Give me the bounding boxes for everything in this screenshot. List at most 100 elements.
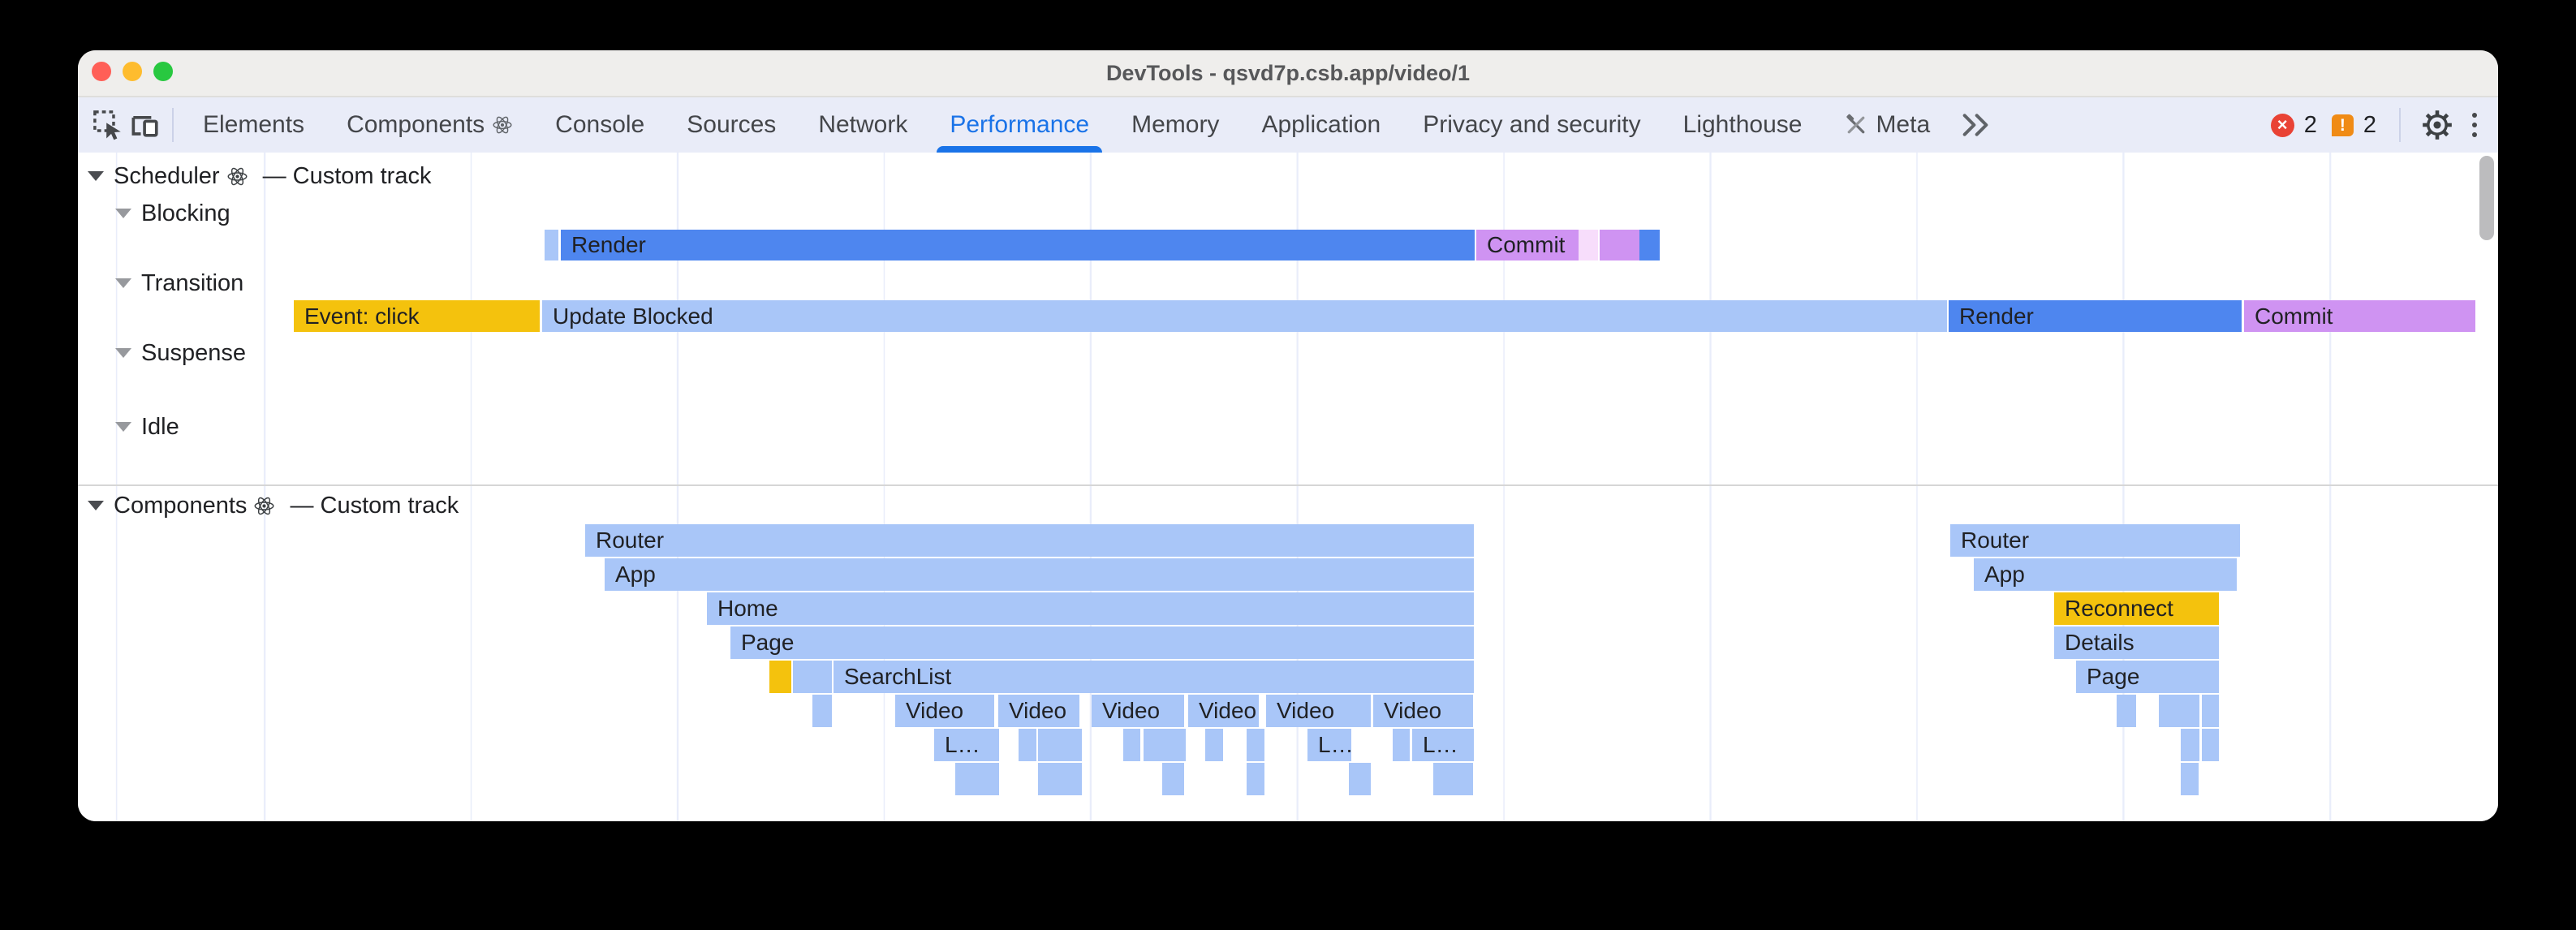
devtools-window: DevTools - qsvd7p.csb.app/video/1 Elemen…	[78, 50, 2498, 821]
bar-l-[interactable]: L…	[1307, 729, 1351, 761]
flame-bar[interactable]	[2181, 763, 2199, 795]
flame-bar[interactable]	[2202, 729, 2219, 761]
bar-l-[interactable]: L…	[934, 729, 999, 761]
bar-video[interactable]: Video	[1188, 695, 1259, 727]
flame-bar[interactable]	[2202, 695, 2219, 727]
bar-update-blocked[interactable]: Update Blocked	[542, 300, 1947, 332]
flame-bar[interactable]	[812, 695, 832, 727]
flame-bar[interactable]	[545, 230, 558, 260]
tab-elements[interactable]: Elements	[182, 97, 325, 153]
gear-icon	[2423, 110, 2452, 140]
more-options-button[interactable]	[2466, 113, 2483, 137]
bar-app[interactable]: App	[1974, 558, 2237, 591]
react-atom-icon	[227, 167, 248, 185]
error-badge-icon[interactable]: ×	[2270, 113, 2294, 137]
bar-render[interactable]: Render	[561, 230, 1475, 260]
flame-bar[interactable]	[769, 661, 791, 693]
components-track-header[interactable]: Components — Custom track	[88, 490, 459, 521]
lane-suspense[interactable]: Suspense	[115, 338, 246, 368]
bar-commit[interactable]: Commit	[1476, 230, 1579, 260]
lane-idle[interactable]: Idle	[115, 411, 179, 442]
devtools-toolbar: Elements Components Console Sources Network P…	[78, 97, 2498, 153]
tab-label: Console	[555, 111, 645, 138]
flame-bar[interactable]	[1247, 729, 1264, 761]
vertical-scrollbar-thumb[interactable]	[2479, 156, 2494, 240]
flame-bar[interactable]	[1247, 763, 1264, 795]
title-bar: DevTools - qsvd7p.csb.app/video/1	[78, 50, 2498, 97]
minimize-window-button[interactable]	[123, 62, 142, 81]
lane-transition[interactable]: Transition	[115, 268, 243, 299]
bar-video[interactable]: Video	[1373, 695, 1473, 727]
close-window-button[interactable]	[92, 62, 111, 81]
tab-console[interactable]: Console	[534, 97, 666, 153]
bar-commit[interactable]: Commit	[2244, 300, 2475, 332]
flame-bar[interactable]	[1144, 729, 1186, 761]
inspect-element-button[interactable]	[89, 106, 127, 144]
bar-home[interactable]: Home	[707, 592, 1474, 625]
flame-bar[interactable]	[793, 661, 832, 693]
tab-privacy-and-security[interactable]: Privacy and security	[1402, 97, 1661, 153]
tab-label: Elements	[203, 111, 305, 138]
collapse-triangle-icon[interactable]	[88, 171, 104, 181]
tab-memory[interactable]: Memory	[1110, 97, 1240, 153]
tab-lighthouse[interactable]: Lighthouse	[1662, 97, 1824, 153]
zoom-window-button[interactable]	[153, 62, 173, 81]
warning-count[interactable]: 2	[2363, 111, 2376, 138]
settings-button[interactable]	[2419, 106, 2456, 144]
flame-bar[interactable]	[1162, 763, 1184, 795]
flame-bar[interactable]	[1349, 763, 1371, 795]
flame-bar[interactable]	[2117, 695, 2136, 727]
flame-bar[interactable]	[1038, 763, 1082, 795]
bar-video[interactable]: Video	[998, 695, 1079, 727]
bar-video[interactable]: Video	[895, 695, 994, 727]
bar-page[interactable]: Page	[730, 626, 1474, 659]
flame-bar[interactable]	[1038, 729, 1082, 761]
flame-bar[interactable]	[2181, 729, 2199, 761]
collapse-triangle-icon[interactable]	[115, 278, 131, 288]
bar-searchlist[interactable]: SearchList	[834, 661, 1474, 693]
flame-bar[interactable]	[1019, 729, 1036, 761]
lane-label: Blocking	[141, 200, 230, 226]
flame-bar[interactable]	[1123, 729, 1140, 761]
collapse-triangle-icon[interactable]	[115, 422, 131, 432]
tab-label: Sources	[687, 111, 777, 138]
lane-blocking[interactable]: Blocking	[115, 198, 230, 229]
device-toolbar-button[interactable]	[127, 106, 164, 144]
tab-meta[interactable]: Meta	[1823, 97, 1951, 153]
device-toolbar-icon	[131, 116, 158, 137]
flame-bar[interactable]	[1600, 230, 1639, 260]
warning-badge-icon[interactable]: !	[2331, 114, 2354, 136]
flame-bar[interactable]	[2159, 695, 2199, 727]
flame-bar[interactable]	[955, 763, 999, 795]
tab-application[interactable]: Application	[1240, 97, 1402, 153]
bar-reconnect[interactable]: Reconnect	[2054, 592, 2219, 625]
bar-page[interactable]: Page	[2076, 661, 2219, 693]
tab-components[interactable]: Components	[325, 97, 534, 153]
flame-bar[interactable]	[1639, 230, 1660, 260]
bar-app[interactable]: App	[605, 558, 1474, 591]
bar-video[interactable]: Video	[1266, 695, 1371, 727]
tab-performance[interactable]: Performance	[928, 97, 1110, 153]
collapse-triangle-icon[interactable]	[115, 348, 131, 358]
bar-router[interactable]: Router	[1950, 524, 2240, 557]
flame-bar[interactable]	[1393, 729, 1410, 761]
more-tabs-button[interactable]	[1959, 111, 1992, 139]
tools-icon	[1846, 114, 1865, 134]
error-count[interactable]: 2	[2303, 111, 2317, 138]
tab-label: Lighthouse	[1682, 111, 1803, 138]
collapse-triangle-icon[interactable]	[88, 501, 104, 510]
flame-bar[interactable]	[1433, 763, 1473, 795]
bar-l-[interactable]: L…	[1412, 729, 1474, 761]
bar-router[interactable]: Router	[585, 524, 1474, 557]
bar-event-click[interactable]: Event: click	[294, 300, 540, 332]
collapse-triangle-icon[interactable]	[115, 209, 131, 218]
tab-network[interactable]: Network	[797, 97, 928, 153]
bar-render[interactable]: Render	[1949, 300, 2242, 332]
tab-label: Application	[1261, 111, 1381, 138]
flame-bar[interactable]	[1579, 230, 1598, 260]
bar-video[interactable]: Video	[1092, 695, 1184, 727]
bar-details[interactable]: Details	[2054, 626, 2219, 659]
scheduler-track-header[interactable]: Scheduler — Custom track	[88, 161, 431, 192]
tab-sources[interactable]: Sources	[666, 97, 797, 153]
flame-bar[interactable]	[1205, 729, 1223, 761]
